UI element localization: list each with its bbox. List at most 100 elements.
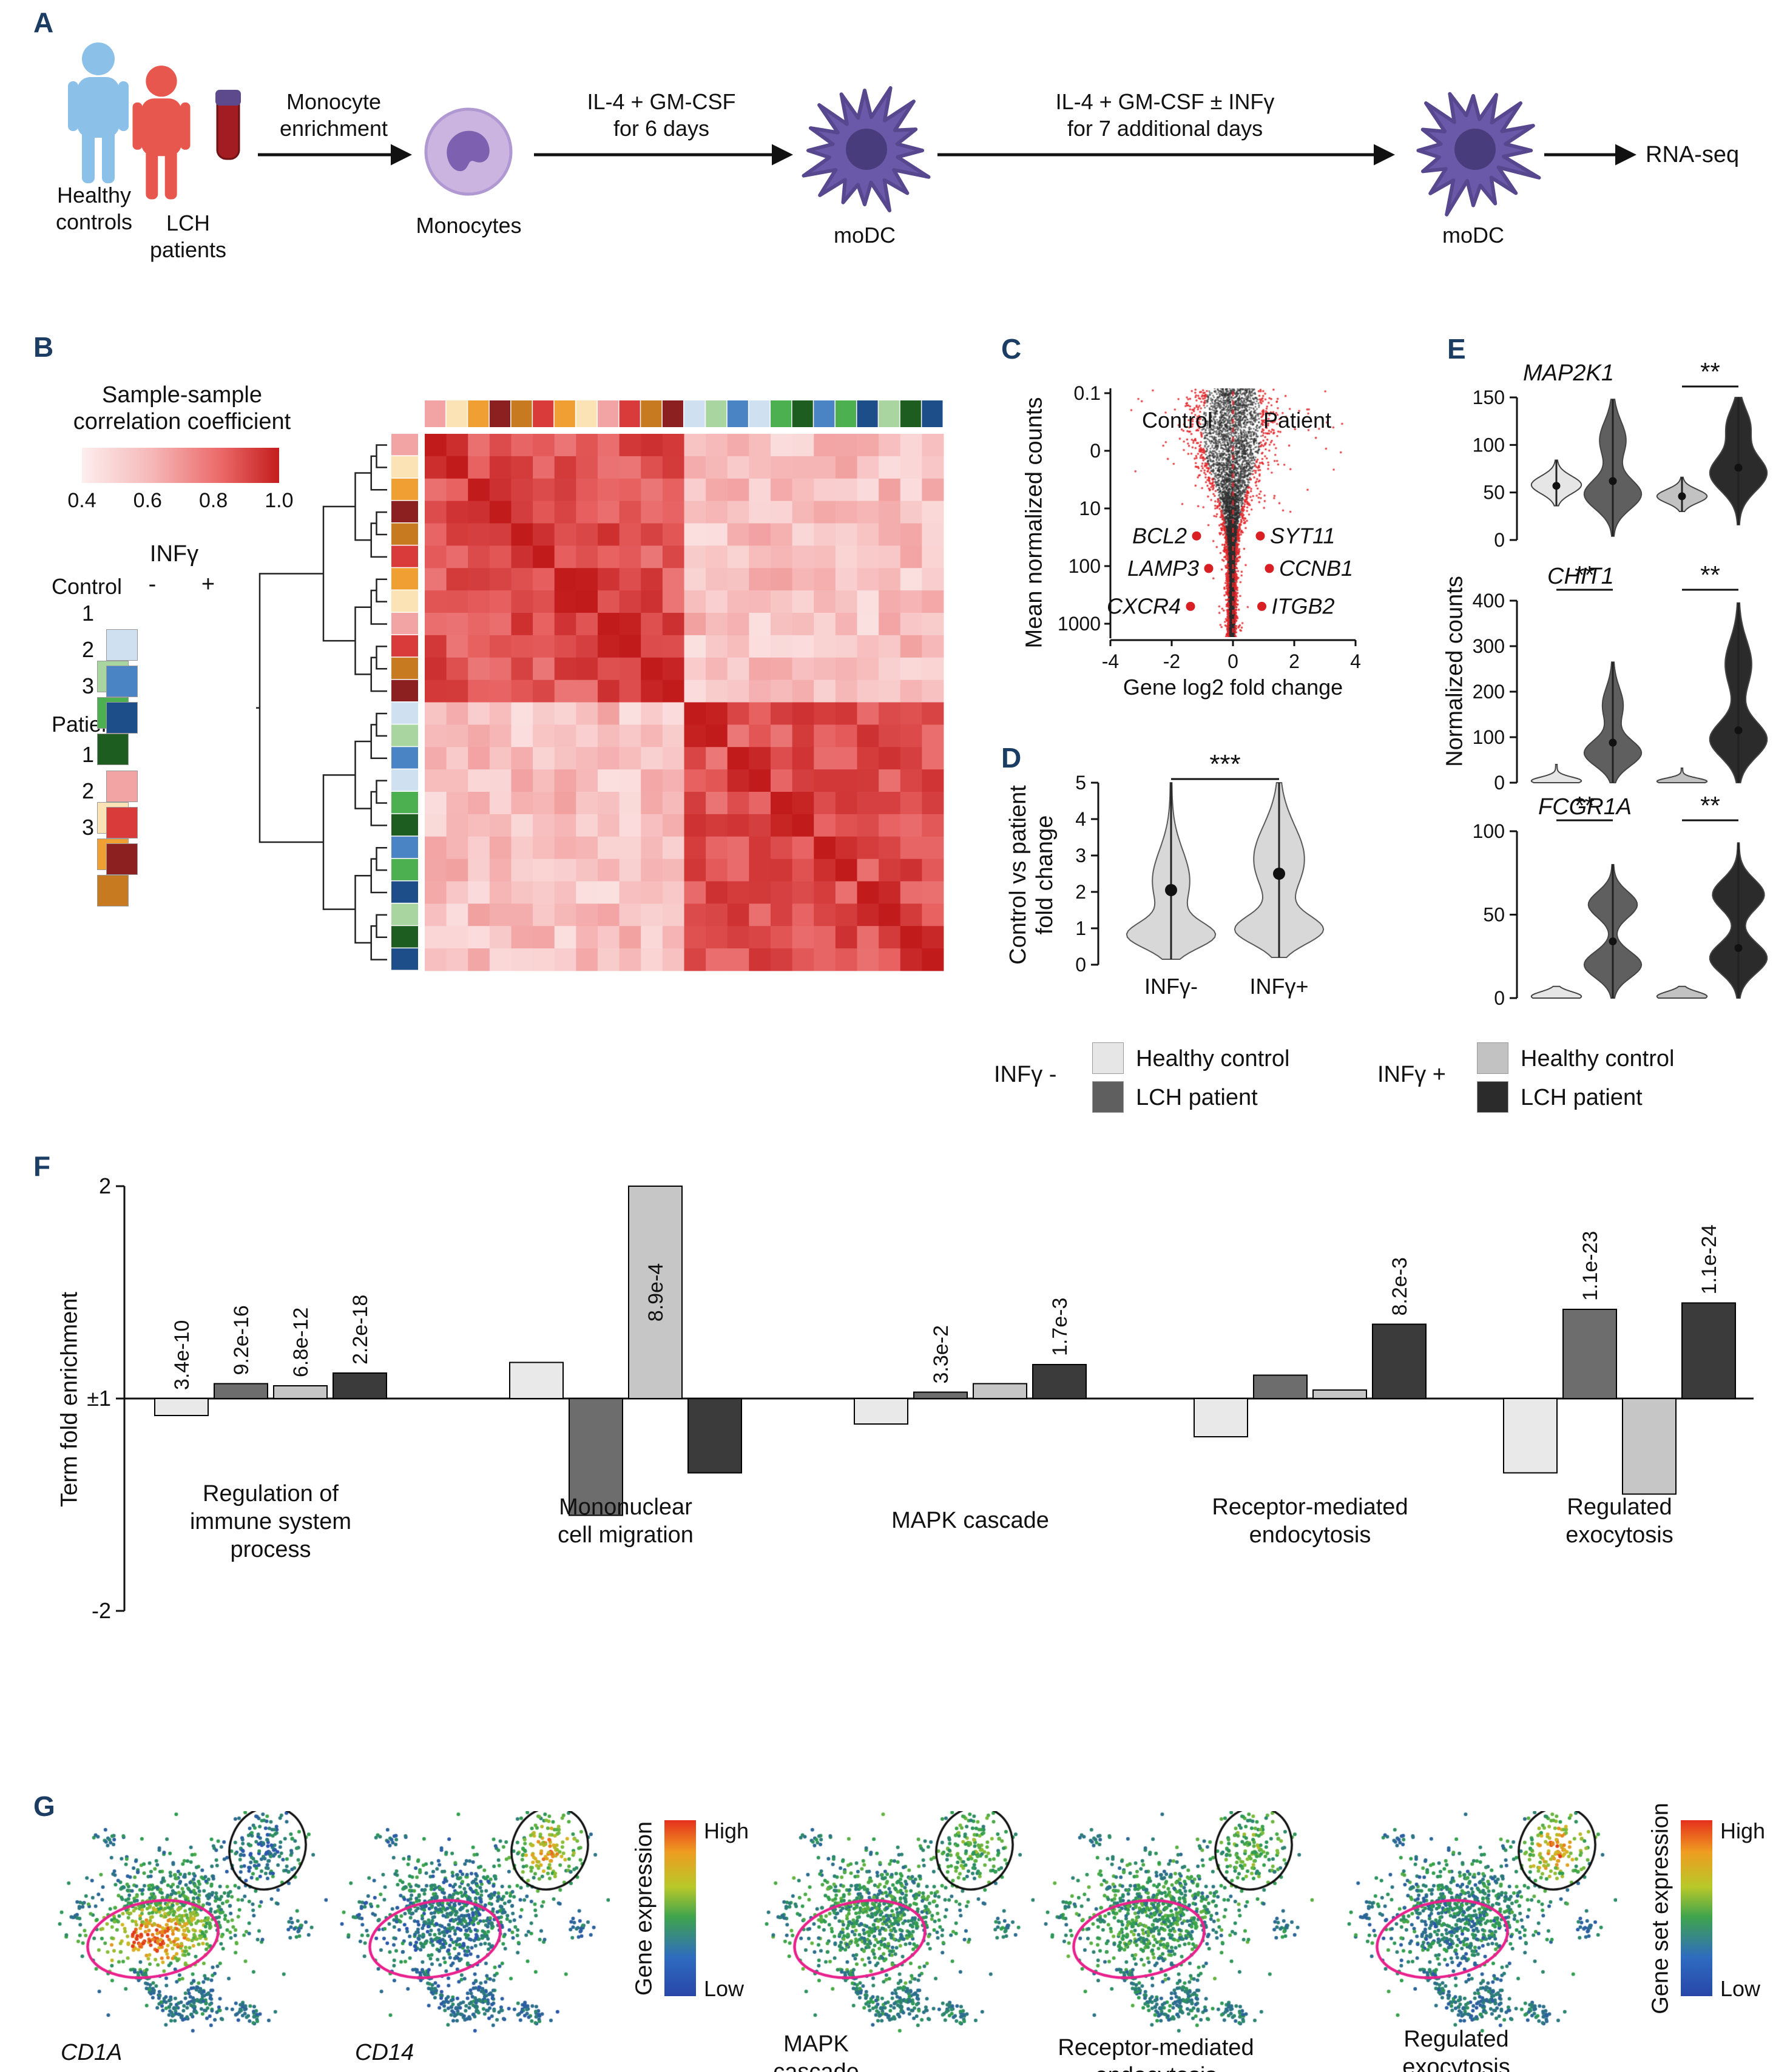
svg-text:300: 300 <box>1473 635 1505 657</box>
svg-text:-2: -2 <box>1163 650 1180 672</box>
svg-text:INFγ+: INFγ+ <box>1249 974 1308 999</box>
deg-scatter-points <box>1110 388 1353 637</box>
go-bars-panel: 2 ±1 -2 3.4e-10 9.2e-16 6.8e-12 2.2e-18 Regulat… <box>0 1141 1773 1644</box>
svg-text:INFγ-: INFγ- <box>1144 974 1198 999</box>
gene-set-low-label: Low <box>1720 1976 1761 2001</box>
monocytes-label: Monocytes <box>416 213 522 238</box>
gene-set-expression-colorbar <box>1681 1820 1712 1996</box>
svg-text:1000: 1000 <box>1058 613 1101 635</box>
panel-b-label: B <box>33 331 54 363</box>
workflow-graphic <box>68 42 1636 217</box>
svg-text:-2: -2 <box>92 1598 111 1623</box>
b-infg-header: INFγ <box>149 541 199 567</box>
tsne-plot-regulated-exocytosis <box>1344 1811 1617 2036</box>
monocyte-icon <box>424 107 513 196</box>
deg-scatter-axes: 0.1 0 10 100 1000-4 -2 0 2 4 Gene log2 fold chang… <box>1058 382 1361 700</box>
svg-text:MAP2K1: MAP2K1 <box>1523 360 1614 386</box>
rnaseq-label: RNA-seq <box>1646 142 1740 167</box>
colorbar-tick: 1.0 <box>265 489 294 512</box>
colorbar-tick: 0.8 <box>198 489 228 512</box>
svg-text:100: 100 <box>1069 555 1101 577</box>
svg-text:CXCR4: CXCR4 <box>1107 593 1181 618</box>
svg-text:Gene log2 fold change: Gene log2 fold change <box>1123 675 1343 700</box>
svg-text:6.8e-12: 6.8e-12 <box>289 1308 312 1377</box>
svg-text:0: 0 <box>1075 954 1086 976</box>
svg-text:5: 5 <box>1075 772 1086 794</box>
svg-text:50: 50 <box>1483 482 1505 504</box>
swatch-lch-minus <box>1092 1081 1124 1113</box>
svg-text:1.7e-3: 1.7e-3 <box>1049 1298 1072 1356</box>
svg-text:BCL2: BCL2 <box>1132 523 1187 548</box>
legend-hc-minus-label: Healthy control <box>1136 1046 1290 1071</box>
svg-text:8.2e-3: 8.2e-3 <box>1388 1257 1411 1315</box>
lch-patients-label2: patients <box>149 237 227 262</box>
svg-text:8.9e-4: 8.9e-4 <box>644 1263 667 1321</box>
step1-label: Monocyte <box>286 89 382 114</box>
svg-text:200: 200 <box>1473 681 1505 703</box>
swatch-hc-plus <box>1477 1042 1508 1074</box>
swatch-hc-minus <box>1092 1042 1124 1074</box>
legend-infg-minus: INFγ - <box>994 1062 1057 1087</box>
heatmap-cells <box>425 434 944 971</box>
legend-lch-minus-label: LCH patient <box>1136 1085 1258 1110</box>
svg-text:***: *** <box>1209 749 1240 779</box>
blood-tube-icon <box>215 90 241 160</box>
tsne-plot-cd1a <box>55 1811 328 2036</box>
gene-expression-low-label: Low <box>704 1976 745 2001</box>
svg-text:50: 50 <box>1483 904 1505 926</box>
step1-label2: enrichment <box>279 116 388 141</box>
svg-text:0: 0 <box>1494 987 1505 1009</box>
b-colorbar-title2: correlation coefficient <box>73 409 291 434</box>
svg-text:**: ** <box>1575 561 1595 589</box>
gene-set-high-label: High <box>1720 1818 1766 1843</box>
fold-change-violin-panel: 0 1 2 3 4 5 INFγ- INFγ+ *** <box>983 746 1444 1013</box>
svg-text:2: 2 <box>99 1173 111 1198</box>
svg-text:0: 0 <box>1228 650 1238 672</box>
svg-text:Receptor-mediated: Receptor-mediated <box>1212 1494 1408 1520</box>
step2-label: IL-4 + GM-CSF <box>587 89 736 114</box>
gene-expression-colorbar-title: Gene expression <box>631 1821 657 1996</box>
modc1-label: moDC <box>833 223 896 248</box>
sample-legend-row: 3 <box>73 670 138 765</box>
svg-text:process: process <box>230 1537 311 1562</box>
fold-change-violin-plot: 0 1 2 3 4 5 INFγ- INFγ+ *** <box>1075 749 1325 999</box>
step2-label2: for 6 days <box>613 116 710 141</box>
go-bars-chart: 2 ±1 -2 3.4e-10 9.2e-16 6.8e-12 2.2e-18 Regulat… <box>87 1173 1754 1623</box>
tsne-label: CD1A <box>61 2040 123 2065</box>
lch-patients-label: LCH <box>166 211 211 235</box>
svg-text:1.1e-24: 1.1e-24 <box>1698 1224 1721 1294</box>
svg-text:150: 150 <box>1473 386 1505 408</box>
svg-text:400: 400 <box>1473 590 1505 612</box>
svg-text:3.3e-2: 3.3e-2 <box>930 1325 953 1383</box>
healthy-controls-label: Healthy <box>56 183 132 208</box>
tsne-label: Regulated exocytosis <box>1402 2026 1510 2072</box>
svg-text:0: 0 <box>1494 529 1505 551</box>
panel-a-label: A <box>33 7 54 38</box>
deg-scatter-panel: 0.1 0 10 100 1000 -4 -2 0 2 4 Gene log2 fold chang… <box>983 331 1444 731</box>
svg-text:ITGB2: ITGB2 <box>1272 593 1335 618</box>
panel-d-label: D <box>1001 742 1022 774</box>
dendrogram <box>256 444 387 960</box>
svg-text:100: 100 <box>1473 434 1505 456</box>
svg-text:-4: -4 <box>1102 650 1119 672</box>
svg-text:**: ** <box>1700 791 1720 820</box>
svg-text:Mononuclear: Mononuclear <box>559 1494 692 1520</box>
panel-e-label: E <box>1447 333 1466 365</box>
svg-text:**: ** <box>1700 357 1720 386</box>
healthy-person-icon <box>68 42 129 183</box>
svg-text:**: ** <box>1700 561 1720 589</box>
tsne-plot-receptor-endocytosis <box>1041 1811 1314 2036</box>
svg-text:SYT11: SYT11 <box>1270 523 1335 548</box>
svg-text:MAPK cascade: MAPK cascade <box>891 1508 1049 1533</box>
svg-text:LAMP3: LAMP3 <box>1127 556 1199 581</box>
tsne-plot-cd14 <box>337 1811 610 2036</box>
panel-g-label: G <box>33 1790 55 1822</box>
tsne-label: CD14 <box>355 2040 414 2065</box>
svg-text:1: 1 <box>1075 917 1086 939</box>
modc2-label: moDC <box>1442 223 1504 248</box>
gene-set-colorbar-title: Gene set expression <box>1647 1803 1673 2014</box>
svg-text:4: 4 <box>1350 650 1361 672</box>
lch-person-icon <box>132 66 191 200</box>
